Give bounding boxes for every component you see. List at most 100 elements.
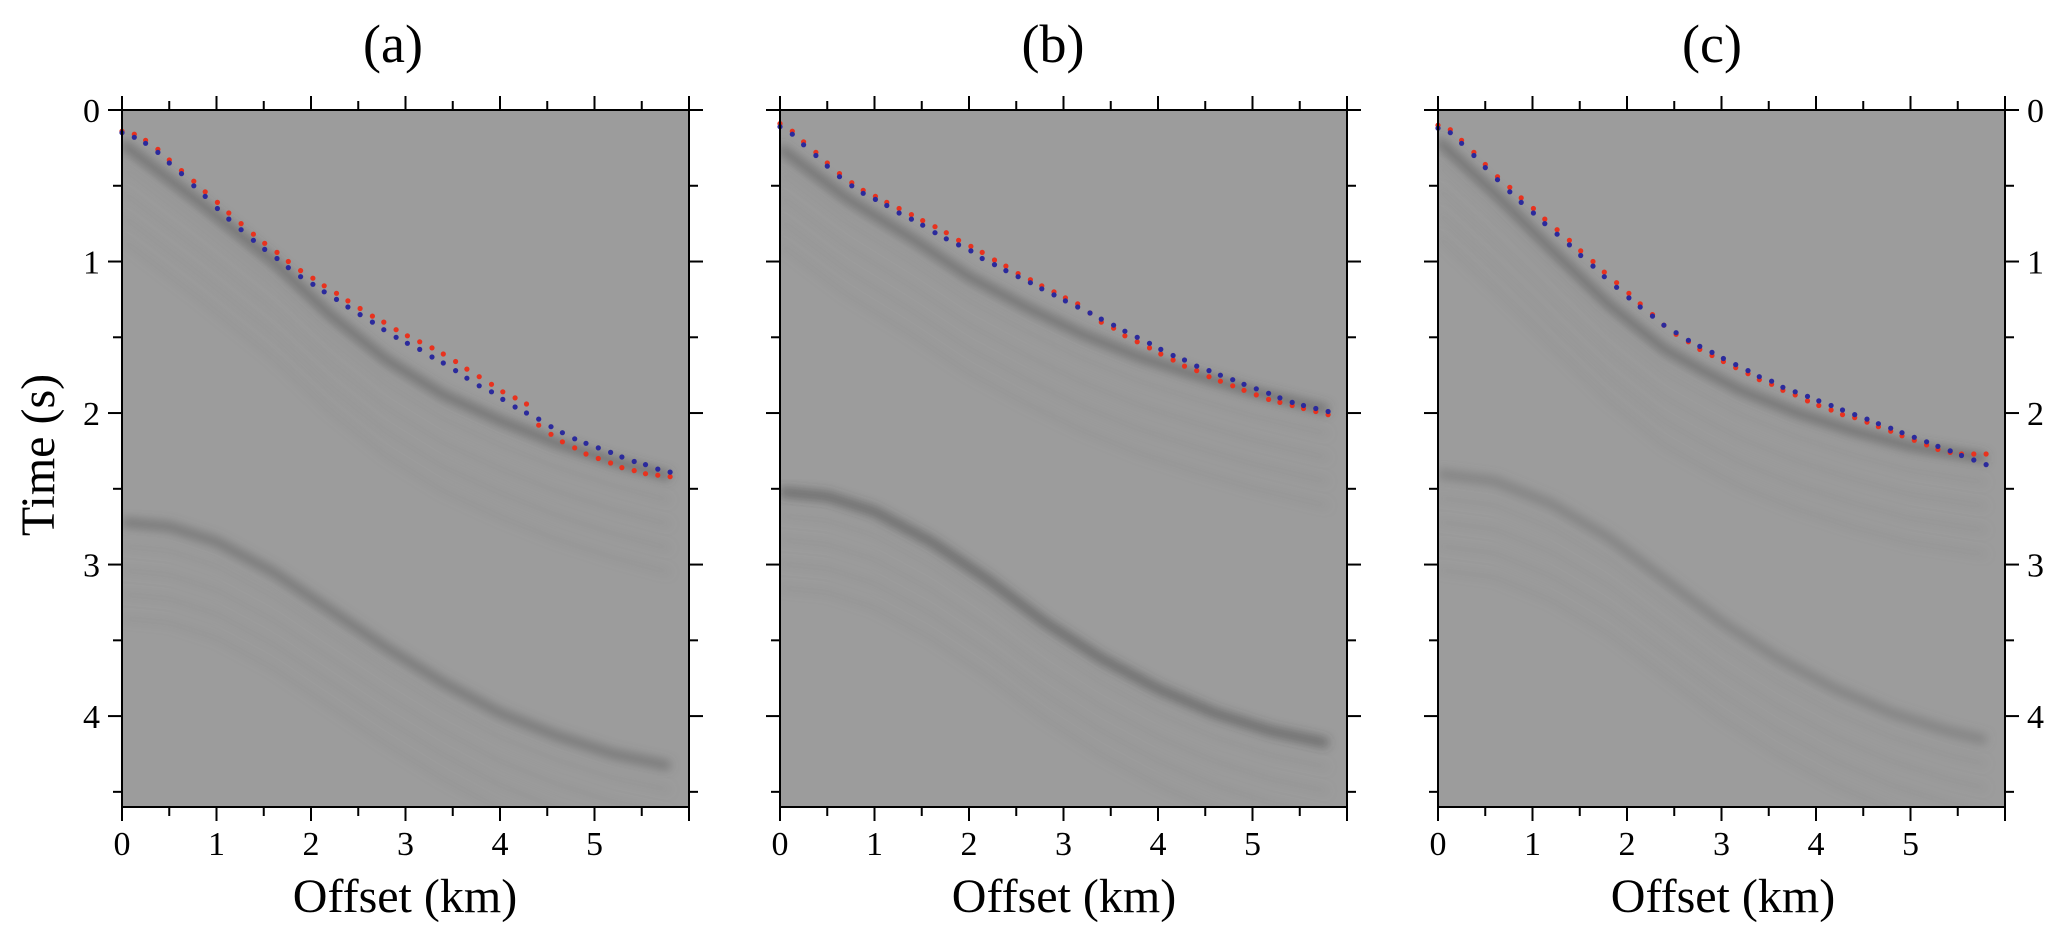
panel-a-series-0-point-34 (523, 401, 530, 407)
panel-c-series-0-point-14 (1601, 269, 1607, 275)
panel-c-y-tick-label: 0 (2027, 93, 2044, 130)
panel-a-event-0-ripple-4 (122, 237, 671, 575)
panel-c-series-0-point-46 (1983, 451, 1989, 457)
panel-c-series-1-point-44 (1958, 452, 1965, 459)
panel-b-event-1-ripple-1 (780, 513, 1329, 770)
panel-c-series-0-point-13 (1590, 258, 1596, 265)
panel-c-series-1-point-37 (1875, 421, 1881, 427)
panel-c-series-1 (1435, 125, 1989, 468)
panel-b-series-1-point-3 (813, 152, 819, 159)
panel-c-series-1-point-11 (1566, 242, 1572, 248)
panel-c-series-1-point-1 (1447, 130, 1453, 136)
panel-b-event-0-ripple-2 (780, 194, 1329, 460)
panel-c-series-1-point-36 (1864, 416, 1870, 422)
panel-a-series-1-point-32 (500, 396, 506, 402)
panel-b-series-1-point-6 (849, 183, 855, 189)
panel-b-series-1-point-18 (991, 262, 998, 268)
panel-a-series-1-point-29 (464, 375, 470, 381)
panel-c-x-axis-label: Offset (km) (1611, 870, 1835, 923)
panel-c-ticks: 0 1 2 3 4 5 0 1 2 3 4 (1424, 93, 2044, 863)
panel-a-series-1-point-36 (548, 424, 554, 430)
panel-c-series-1-point-20 (1673, 330, 1679, 336)
panel-b-series-0-point-40 (1253, 392, 1259, 398)
panel-a-series-0-point-15 (298, 268, 304, 274)
panel-b-event-1-ripple-3 (780, 561, 1299, 807)
panel-c-event-0-ripple-3 (1438, 210, 1987, 533)
panel-b-series-1-point-14 (943, 236, 949, 242)
panel-b-event-1-ripple-4 (780, 585, 1215, 807)
panel-b-series-1-point-43 (1289, 399, 1295, 405)
panel-a-event-0-ripple-2 (122, 189, 671, 527)
panel-b-series-1-point-38 (1230, 377, 1236, 383)
panel-c-series-1-point-21 (1685, 337, 1691, 343)
panel-b-series-0-point-17 (979, 249, 985, 255)
panel-b-event-1-ripple-2 (780, 537, 1329, 794)
panel-a-series-0-point-16 (310, 275, 316, 281)
panel-c-series-1-point-22 (1697, 343, 1703, 349)
panel-a-series-1-point-43 (631, 458, 637, 465)
panel-a-series-0-point-18 (333, 290, 340, 296)
panel-a-series-1-point-24 (404, 340, 410, 346)
panel-b-series-1-point-30 (1134, 334, 1140, 340)
panel-a-series-0-point-10 (238, 221, 244, 227)
panel-b-series-1-point-1 (789, 131, 795, 137)
panel-c-event-0-ripple-4 (1438, 234, 1987, 557)
panel-a-x-axis-label: Offset (km) (293, 870, 517, 923)
panel-a-series-0-point-31 (488, 381, 495, 387)
panel-c-event-1-ripple-1 (1438, 495, 1987, 767)
panel-b-marks (777, 121, 1331, 418)
panel-c-series-1-point-35 (1852, 412, 1858, 418)
panel-c-event-1-ripple-2 (1438, 519, 1987, 791)
panel-b: (b) 0 1 2 3 4 5 Offset (km) (766, 14, 1361, 923)
panel-a-series-1-point-18 (333, 296, 340, 302)
panel-b-series-1-point-11 (908, 216, 915, 222)
panel-a-x-tick-label: 5 (586, 826, 603, 863)
panel-c-series-1-point-17 (1637, 304, 1643, 310)
panel-a-event-1-ripple-1 (122, 544, 671, 793)
panel-a-series-0-point-44 (642, 471, 649, 477)
panel-c-series-1-point-23 (1709, 349, 1715, 355)
panel-b-series-1-point-31 (1146, 340, 1153, 346)
panel-b-event-0-ripple-3 (780, 218, 1329, 484)
panel-c-series-1-point-7 (1518, 199, 1524, 205)
panel-b-series-0-point-35 (1194, 368, 1200, 374)
panel-a-series-1-point-12 (262, 246, 268, 252)
panel-a-x-tick-label: 0 (114, 826, 131, 863)
panel-a-series-1-point-22 (381, 327, 387, 333)
panel-c-series-0-point-33 (1828, 407, 1834, 413)
panel-a-series-0-point-38 (572, 445, 578, 451)
panel-b-series-0-point-15 (956, 237, 962, 243)
panel-b-series-0-point-42 (1277, 399, 1283, 405)
panel-c-series-1-point-8 (1530, 210, 1536, 216)
panel-c-y-tick-label: 3 (2027, 548, 2044, 585)
panel-a-series-0-point-41 (608, 460, 614, 466)
panel-b-series-1-point-25 (1075, 304, 1081, 310)
panel-a-series-0-point-36 (548, 431, 554, 437)
panel-c-event-0-ripple-2 (1438, 186, 1987, 509)
panel-c-events (1438, 137, 1988, 807)
panel-c-series-0-point-7 (1518, 195, 1524, 201)
panel-c-series-0-point-10 (1554, 227, 1560, 233)
panel-b-series-0-point-31 (1146, 345, 1153, 351)
panel-a-series-1 (119, 130, 673, 475)
panel-c-series-1-point-6 (1507, 189, 1513, 195)
panel-a-series-1-point-25 (417, 346, 423, 352)
panel-c-series-1-point-13 (1590, 263, 1596, 269)
panel-b-series-1-point-19 (1003, 268, 1009, 274)
panel-b-series-1-point-36 (1206, 368, 1212, 374)
panel-c-series-0-point-34 (1839, 412, 1846, 418)
panel-c-y-tick-label: 1 (2027, 245, 2044, 282)
panel-a-series-0-point-43 (631, 468, 637, 474)
panel-b-series-0-point-36 (1206, 374, 1212, 380)
panel-b-series-0 (777, 121, 1331, 418)
panel-b-series-1-point-22 (1039, 286, 1045, 292)
panel-a-x-tick-label: 1 (208, 826, 225, 863)
panel-a-y-tick-label: 1 (83, 245, 100, 282)
panel-c-series-1-point-19 (1661, 322, 1667, 328)
panel-b-series-0-point-19 (1003, 263, 1009, 269)
panel-a-x-tick-label: 3 (397, 826, 414, 863)
panel-c-series-0-point-6 (1507, 184, 1513, 190)
panel-c-background (1438, 110, 2005, 807)
panel-a-series-1-point-39 (583, 440, 589, 446)
